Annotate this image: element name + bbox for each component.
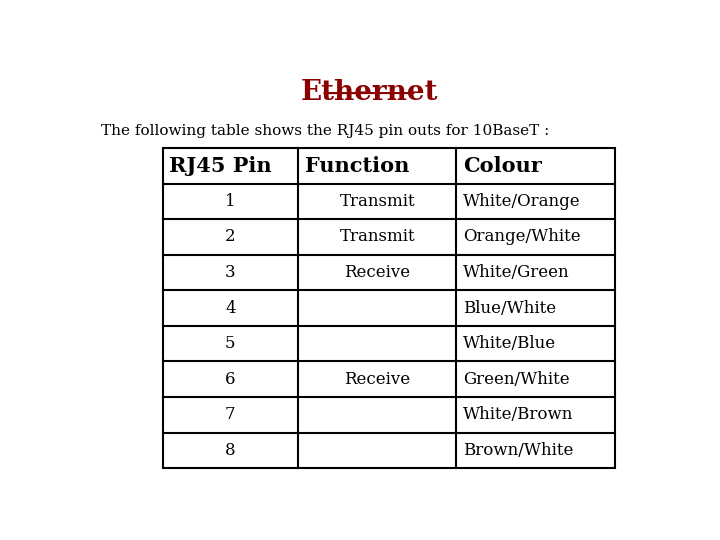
Text: Transmit: Transmit (339, 193, 415, 210)
Text: Colour: Colour (463, 156, 541, 176)
Text: Ethernet: Ethernet (300, 79, 438, 106)
Text: Transmit: Transmit (339, 228, 415, 245)
Text: 2: 2 (225, 228, 235, 245)
Text: 1: 1 (225, 193, 235, 210)
Text: Blue/White: Blue/White (463, 300, 556, 316)
Text: 5: 5 (225, 335, 235, 352)
Text: White/Blue: White/Blue (463, 335, 556, 352)
Text: 6: 6 (225, 370, 235, 388)
Text: 8: 8 (225, 442, 235, 459)
Text: White/Green: White/Green (463, 264, 570, 281)
Text: The following table shows the RJ45 pin outs for 10BaseT :: The following table shows the RJ45 pin o… (101, 124, 549, 138)
Text: 7: 7 (225, 406, 235, 423)
Text: White/Brown: White/Brown (463, 406, 573, 423)
Text: RJ45 Pin: RJ45 Pin (169, 156, 272, 176)
Text: Green/White: Green/White (463, 370, 570, 388)
Text: 4: 4 (225, 300, 235, 316)
Text: Receive: Receive (344, 264, 410, 281)
Text: Brown/White: Brown/White (463, 442, 573, 459)
Text: Receive: Receive (344, 370, 410, 388)
Text: 3: 3 (225, 264, 235, 281)
Text: White/Orange: White/Orange (463, 193, 580, 210)
Text: Function: Function (305, 156, 409, 176)
Text: Orange/White: Orange/White (463, 228, 580, 245)
